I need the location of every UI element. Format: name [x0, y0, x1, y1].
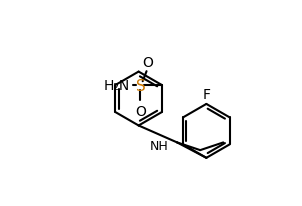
Text: NH: NH [149, 140, 168, 153]
Text: O: O [143, 56, 153, 70]
Text: F: F [202, 87, 210, 101]
Text: H₂N: H₂N [103, 79, 130, 93]
Text: O: O [135, 104, 146, 118]
Text: S: S [136, 78, 145, 93]
